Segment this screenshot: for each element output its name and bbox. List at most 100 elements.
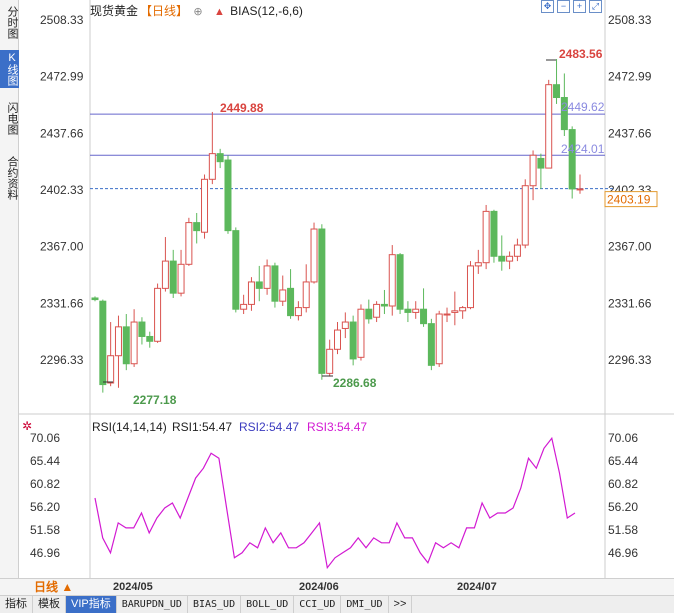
indicator-label: BIAS(12,-6,6) [230, 4, 303, 18]
low-annotation: 2286.68 [333, 376, 377, 390]
tab-dmi[interactable]: DMI_UD [341, 596, 389, 613]
rsi-tick-right: 70.06 [608, 431, 638, 445]
candle-body [553, 84, 561, 99]
candle-body [482, 210, 490, 264]
rsi-line [94, 436, 576, 570]
candle-body [568, 129, 576, 190]
date-label: 2024/05 [113, 581, 153, 593]
candle-body [247, 281, 255, 305]
candle-body [107, 355, 115, 384]
tab-templates[interactable]: 模板 [33, 596, 66, 613]
candle-body [302, 281, 310, 309]
chart-legend: 现货黄金 【日线】 ⊕ ▲ BIAS(12,-6,6) [90, 2, 305, 18]
price-tick-right: 2472.99 [608, 70, 652, 84]
tab-indicators[interactable]: 指标 [0, 596, 33, 613]
tab-flash-chart[interactable]: 闪电图 [6, 102, 18, 135]
candle-body [138, 321, 146, 337]
rsi-tick-left: 70.06 [30, 431, 60, 445]
price-tick-left: 2367.00 [40, 240, 84, 254]
side-tab-bar: 分时图 K线图 闪电图 合约资料 [0, 0, 19, 578]
candle-body [122, 326, 130, 365]
low-annotation: 2277.18 [133, 393, 177, 407]
date-label: 2024/06 [299, 581, 339, 593]
chart-canvas[interactable]: 2508.33 2508.33 2472.99 2472.99 2437.66 2437.… [0, 0, 674, 578]
price-tick-left: 2508.33 [40, 13, 84, 27]
tab-contract-info[interactable]: 合约资料 [6, 156, 18, 200]
candle-body [114, 326, 122, 357]
rsi2-value: RSI2:54.47 [239, 420, 299, 434]
current-price-label: 2403.19 [607, 193, 651, 207]
candle-body [208, 153, 216, 180]
rsi-tick-left: 51.58 [30, 523, 60, 537]
candle-body [529, 154, 537, 187]
candle-body [216, 153, 224, 163]
indicator-tab-bar: 指标 模板 VIP指标 BARUPDN_UD BIAS_UD BOLL_UD C… [0, 595, 674, 613]
price-tick-left: 2437.66 [40, 126, 84, 140]
candle-body [396, 254, 404, 310]
candle-body [154, 287, 162, 342]
current-price-box [604, 191, 658, 208]
candle-body [443, 313, 451, 316]
rsi-tick-left: 65.44 [30, 454, 60, 468]
price-tick-left: 2331.66 [40, 296, 84, 310]
move-icon[interactable]: ✥ [541, 0, 554, 13]
settings-icon[interactable]: ⊕ [193, 6, 203, 18]
rsi-settings-icon: ✲ [22, 419, 32, 433]
tab-cci[interactable]: CCI_UD [294, 596, 342, 613]
time-axis-bar: 日线 ▲ 2024/05 2024/06 2024/07 [0, 578, 674, 595]
arrow-up-icon: ▲ [213, 6, 225, 18]
candle-body [349, 321, 357, 360]
tab-timeshare[interactable]: 分时图 [6, 6, 18, 39]
candle-body [506, 255, 514, 262]
rsi-tick-right: 51.58 [608, 523, 638, 537]
rsi-tick-left: 56.20 [30, 500, 60, 514]
zoom-out-icon[interactable]: − [557, 0, 570, 13]
price-tick-left: 2296.33 [40, 353, 84, 367]
rsi-tick-left: 46.96 [30, 546, 60, 560]
tab-barupdn[interactable]: BARUPDN_UD [117, 596, 188, 613]
candle-body [459, 307, 467, 312]
tab-kline[interactable]: K线图 [0, 50, 19, 88]
zoom-in-icon[interactable]: + [573, 0, 586, 13]
high-annotation: 2483.56 [559, 47, 603, 61]
candle-body [420, 308, 428, 325]
candle-body [412, 308, 420, 313]
candle-body [91, 297, 99, 301]
period-button[interactable]: 日线 ▲ [34, 580, 74, 594]
candle-body [185, 222, 193, 265]
candle-body [466, 265, 474, 309]
candle-body [498, 255, 506, 262]
reset-icon[interactable]: ⤢ [589, 0, 602, 13]
level-line-label: 2424.01 [561, 142, 605, 156]
candle-body [232, 230, 240, 310]
price-tick-right: 2331.66 [608, 296, 652, 310]
candle-body [380, 303, 388, 307]
price-tick-left: 2402.33 [40, 183, 84, 197]
price-tick-right: 2296.33 [608, 353, 652, 367]
period-label: 【日线】 [140, 4, 189, 18]
tab-vip-indicators[interactable]: VIP指标 [66, 596, 117, 613]
candle-body [576, 188, 584, 191]
level-line-label: 2449.62 [561, 100, 605, 114]
candle-body [334, 329, 341, 350]
tab-more[interactable]: >> [389, 596, 413, 613]
candle-body [365, 308, 373, 320]
candle-body [99, 300, 107, 386]
candle-body [287, 287, 295, 317]
candle-body [404, 308, 412, 313]
price-tick-right: 2367.00 [608, 240, 652, 254]
rsi-tick-right: 46.96 [608, 546, 638, 560]
tab-boll[interactable]: BOLL_UD [241, 596, 295, 613]
candle-body [271, 265, 279, 302]
candle-body [224, 159, 232, 232]
candle-body [310, 228, 318, 283]
date-label: 2024/07 [457, 581, 497, 593]
candle-body [279, 289, 287, 302]
candle-body [161, 260, 169, 289]
candle-body [435, 313, 443, 365]
rsi1-value: RSI1:54.47 [172, 420, 232, 434]
candle-body [427, 323, 435, 366]
rsi-legend: RSI(14,14,14) [92, 420, 167, 434]
tab-bias[interactable]: BIAS_UD [188, 596, 242, 613]
